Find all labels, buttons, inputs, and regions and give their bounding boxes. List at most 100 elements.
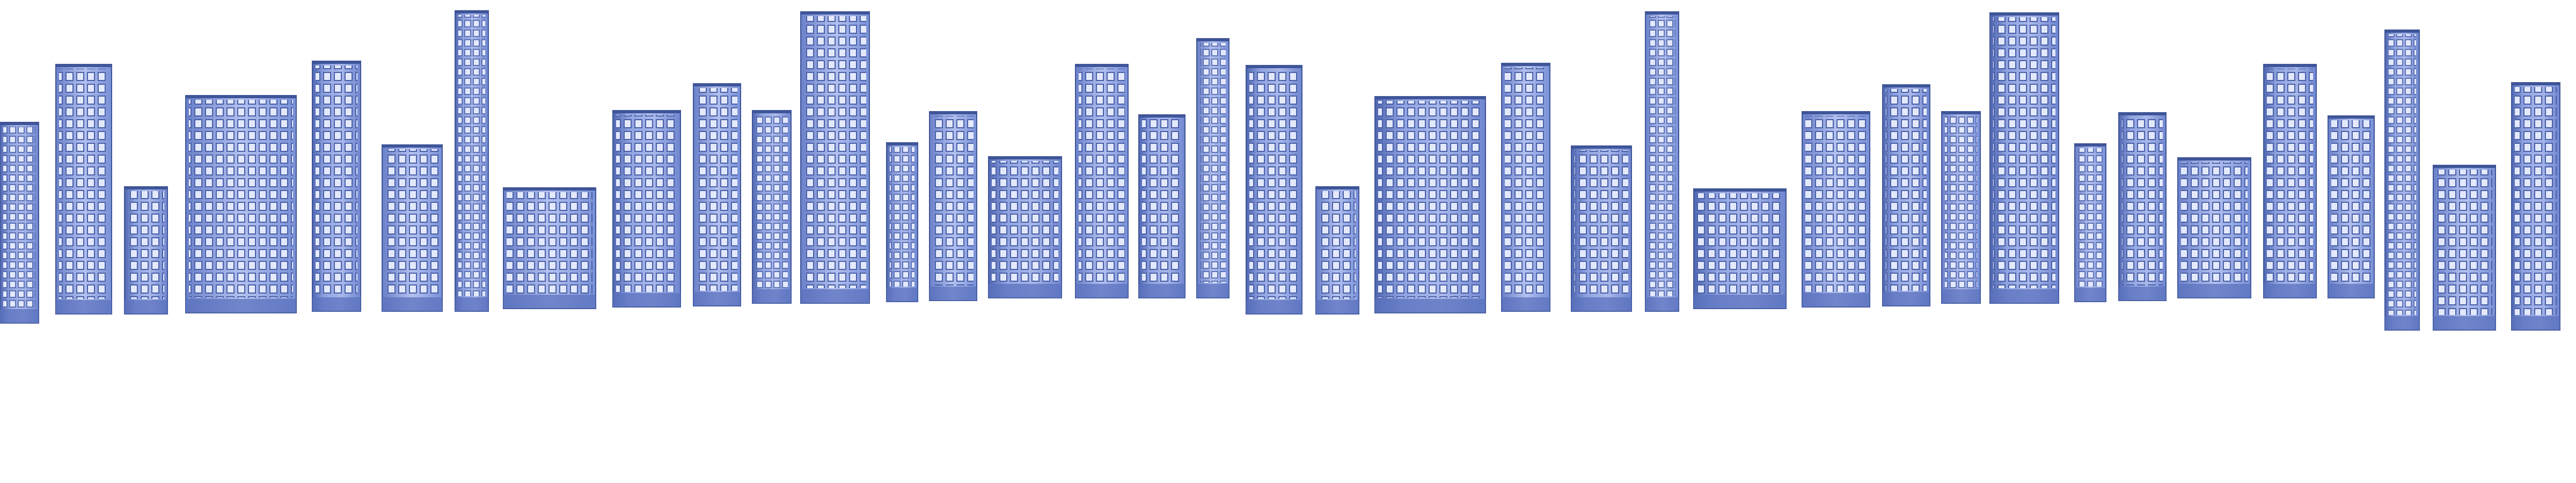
building-1 [0, 122, 39, 324]
building-windows [59, 69, 108, 299]
building-roof [56, 64, 112, 67]
building-roof [1502, 63, 1550, 66]
building-roof [2264, 64, 2316, 67]
building-roof [2328, 116, 2374, 119]
building-34 [2328, 115, 2375, 298]
building-roof [1375, 97, 1485, 99]
building-35 [2384, 30, 2420, 331]
building-windows [2267, 69, 2313, 283]
building-roof [1571, 146, 1631, 149]
building-base [0, 309, 39, 323]
building-windows [933, 116, 974, 286]
building-15 [988, 156, 1062, 298]
building-roof [382, 145, 442, 148]
building-windows [616, 115, 677, 292]
building-29 [1989, 12, 2059, 304]
building-base [382, 297, 442, 311]
building-roof [1246, 65, 1302, 68]
building-windows [2122, 117, 2163, 286]
building-roof [1802, 112, 1870, 114]
building-windows [1142, 119, 1182, 283]
building-windows [458, 15, 485, 296]
building-windows [128, 191, 164, 299]
building-windows [1319, 191, 1356, 299]
building-7 [455, 10, 489, 312]
building-base [1645, 297, 1679, 311]
building-base [2512, 316, 2560, 330]
building-windows [1200, 43, 1226, 283]
building-roof [186, 96, 296, 98]
building-5 [312, 61, 361, 312]
building-10 [693, 83, 741, 306]
building-base [1375, 299, 1485, 313]
building-base [125, 300, 167, 314]
building-roof [1645, 12, 1679, 14]
building-roof [693, 84, 741, 86]
building-base [752, 289, 791, 303]
building-16 [1075, 64, 1129, 298]
building-28 [1941, 111, 1981, 304]
building-36 [2433, 165, 2496, 331]
building-12 [800, 11, 870, 304]
building-roof [989, 157, 1062, 159]
building-roof [1883, 85, 1930, 87]
building-windows [1649, 16, 1675, 296]
building-windows [2388, 34, 2416, 315]
building-base [1502, 297, 1550, 311]
building-base [2328, 284, 2374, 298]
building-base [455, 297, 488, 311]
building-base [1802, 293, 1870, 307]
building-base [1694, 295, 1786, 309]
building-windows [316, 65, 357, 296]
building-33 [2263, 64, 2317, 298]
building-roof [312, 61, 361, 64]
building-windows [804, 16, 866, 288]
building-roof [503, 188, 596, 191]
building-base [1883, 292, 1930, 306]
building-roof [1990, 13, 2059, 16]
building-base [801, 289, 869, 303]
building-roof [1197, 39, 1229, 41]
building-base [613, 293, 680, 307]
building-roof [125, 187, 167, 189]
building-roof [887, 143, 918, 145]
building-roof [2119, 113, 2166, 115]
building-windows [2181, 162, 2248, 283]
building-11 [752, 110, 792, 304]
building-windows [1249, 70, 1299, 299]
building-windows [189, 100, 293, 298]
building-roof [2178, 158, 2251, 160]
building-roof [1694, 189, 1786, 192]
building-windows [1575, 150, 1628, 296]
building-roof [1075, 64, 1128, 67]
building-windows [756, 115, 788, 288]
building-windows [385, 149, 439, 296]
building-windows [2436, 170, 2492, 315]
building-base [1942, 289, 1980, 303]
building-windows [1993, 17, 2055, 288]
building-base [1316, 300, 1359, 314]
building-31 [2118, 112, 2167, 301]
building-roof [1316, 187, 1359, 189]
building-windows [1378, 101, 1482, 298]
building-base [1075, 284, 1128, 298]
building-24 [1645, 11, 1679, 312]
building-19 [1246, 65, 1302, 314]
building-base [1246, 300, 1302, 314]
building-6 [382, 144, 443, 312]
building-27 [1882, 84, 1930, 306]
building-base [989, 284, 1062, 298]
building-base [312, 297, 361, 311]
building-windows [1805, 116, 1867, 292]
building-2 [55, 64, 112, 314]
building-base [2385, 316, 2419, 330]
building-22 [1501, 63, 1550, 312]
building-windows [1505, 68, 1547, 296]
buildings-group [0, 10, 2560, 331]
building-base [2075, 288, 2106, 302]
building-base [2178, 284, 2251, 298]
building-roof [2512, 83, 2560, 85]
building-17 [1138, 114, 1185, 298]
building-roof [801, 12, 869, 14]
building-3 [124, 186, 168, 314]
